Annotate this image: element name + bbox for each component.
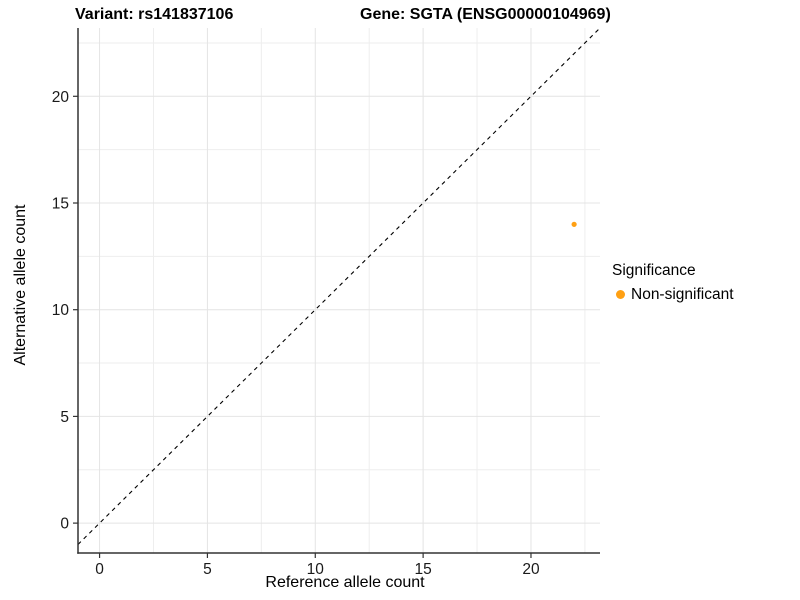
y-tick-label: 15 (52, 196, 69, 213)
legend-title: Significance (612, 262, 696, 279)
x-tick-label: 0 (95, 561, 104, 578)
x-tick-label: 15 (414, 561, 431, 578)
x-tick-label: 20 (522, 561, 540, 578)
data-point-non-significant (571, 221, 577, 227)
y-tick-label: 0 (60, 516, 69, 533)
y-tick-label: 20 (52, 89, 70, 106)
identity-reference-line (77, 27, 601, 545)
legend-item-label: Non-significant (631, 286, 734, 303)
legend-key-dot-icon (616, 290, 625, 299)
x-tick-label: 5 (203, 561, 212, 578)
legend-item: Non-significant (612, 285, 734, 304)
legend: Significance Non-significant (612, 261, 734, 304)
plot-title-gene: Gene: SGTA (ENSG00000104969) (360, 6, 611, 23)
y-axis-title: Alternative allele count (12, 204, 29, 366)
x-axis-title: Reference allele count (265, 574, 425, 591)
x-tick-label: 10 (307, 561, 325, 578)
y-tick-label: 5 (60, 409, 69, 426)
plot-title-variant: Variant: rs141837106 (75, 6, 234, 23)
y-tick-label: 10 (52, 302, 70, 319)
